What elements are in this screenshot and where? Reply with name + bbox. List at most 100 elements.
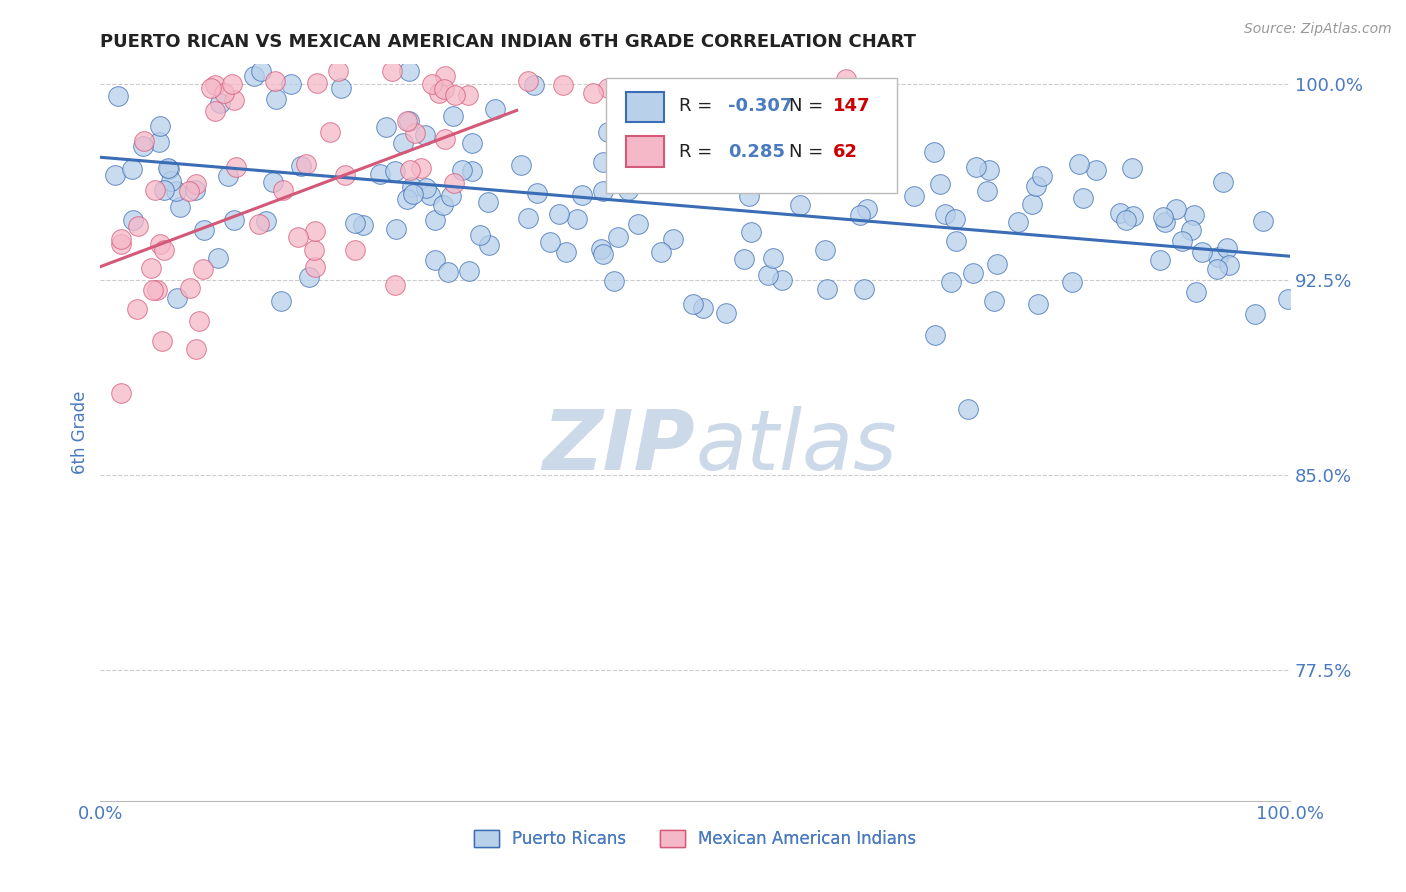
Point <box>734 117 756 131</box>
Point <box>368 167 391 181</box>
Point <box>662 232 685 246</box>
Point <box>184 177 207 191</box>
Point <box>385 222 408 236</box>
Point <box>957 401 980 416</box>
Point <box>441 109 464 123</box>
Point <box>1021 197 1043 211</box>
Point <box>146 283 169 297</box>
Point <box>326 64 349 78</box>
Point <box>110 237 132 252</box>
Point <box>330 81 353 95</box>
Point <box>477 195 499 210</box>
Point <box>107 88 129 103</box>
Point <box>457 88 479 103</box>
Point <box>443 176 465 190</box>
Point <box>287 229 309 244</box>
Text: atlas: atlas <box>695 406 897 487</box>
Point <box>395 192 418 206</box>
Point <box>125 301 148 316</box>
Point <box>1243 307 1265 321</box>
FancyBboxPatch shape <box>626 136 664 167</box>
Point <box>384 164 406 178</box>
Point <box>333 168 356 182</box>
Point <box>398 114 420 128</box>
Point <box>770 273 793 287</box>
Point <box>977 163 1000 178</box>
Point <box>384 277 406 292</box>
Point <box>222 212 245 227</box>
Point <box>758 268 780 282</box>
Point <box>304 224 326 238</box>
Point <box>1026 296 1049 310</box>
Y-axis label: 6th Grade: 6th Grade <box>72 391 89 474</box>
Point <box>1109 205 1132 219</box>
Point <box>432 198 454 212</box>
Point <box>548 207 571 221</box>
Point <box>415 128 437 142</box>
Point <box>551 78 574 92</box>
Point <box>221 77 243 91</box>
Point <box>616 183 638 197</box>
Point <box>733 252 755 266</box>
Point <box>254 214 277 228</box>
Point <box>307 76 329 90</box>
Point <box>434 132 457 146</box>
Text: PUERTO RICAN VS MEXICAN AMERICAN INDIAN 6TH GRADE CORRELATION CHART: PUERTO RICAN VS MEXICAN AMERICAN INDIAN … <box>100 33 917 51</box>
Point <box>148 136 170 150</box>
Point <box>420 78 443 92</box>
Point <box>1060 276 1083 290</box>
Point <box>516 211 538 225</box>
Point <box>941 275 963 289</box>
Point <box>214 86 236 100</box>
Point <box>1191 245 1213 260</box>
Point <box>815 282 838 296</box>
Point <box>571 188 593 202</box>
Point <box>582 86 605 100</box>
FancyBboxPatch shape <box>606 78 897 193</box>
Point <box>928 177 950 191</box>
Point <box>555 245 578 260</box>
Text: -0.307: -0.307 <box>728 97 793 115</box>
Legend: Puerto Ricans, Mexican American Indians: Puerto Ricans, Mexican American Indians <box>467 823 922 855</box>
Point <box>1218 258 1240 272</box>
Point <box>1031 169 1053 184</box>
Point <box>986 257 1008 271</box>
Point <box>628 134 651 148</box>
Point <box>790 163 813 178</box>
Point <box>1153 214 1175 228</box>
Point <box>596 125 619 139</box>
Point <box>440 189 463 203</box>
Point <box>1122 209 1144 223</box>
Point <box>702 94 724 108</box>
Point <box>399 163 422 178</box>
Point <box>247 217 270 231</box>
Point <box>262 176 284 190</box>
Point <box>526 186 548 200</box>
Point <box>814 243 837 257</box>
Point <box>110 386 132 401</box>
Point <box>319 125 342 139</box>
Point <box>419 188 441 202</box>
Point <box>470 228 492 243</box>
Point <box>121 161 143 176</box>
Point <box>1206 261 1229 276</box>
Point <box>849 208 872 222</box>
Text: N =: N = <box>789 143 830 161</box>
Point <box>134 134 156 148</box>
Point <box>208 96 231 111</box>
Point <box>592 155 614 169</box>
Point <box>856 202 879 216</box>
Point <box>352 218 374 232</box>
Point <box>1216 241 1239 255</box>
Point <box>152 183 174 197</box>
Point <box>271 183 294 197</box>
Point <box>224 93 246 107</box>
Point <box>509 158 531 172</box>
Point <box>217 169 239 183</box>
Point <box>962 266 984 280</box>
Point <box>375 120 398 134</box>
Text: ZIP: ZIP <box>543 406 695 487</box>
Point <box>682 297 704 311</box>
Point <box>606 230 628 244</box>
Point <box>149 236 172 251</box>
